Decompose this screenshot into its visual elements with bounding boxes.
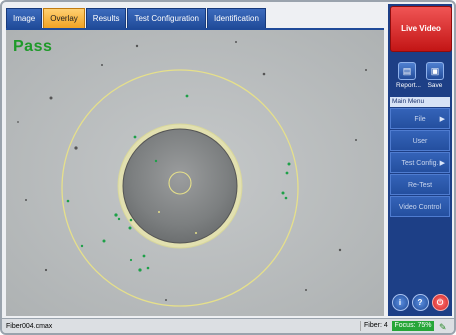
tab-image[interactable]: Image [6,8,43,29]
core-region [122,128,238,244]
fiber-overlay-image [6,30,384,316]
settings-icon[interactable]: ✎ [439,322,447,332]
outer-zone-ring [61,69,299,307]
chevron-right-icon: ▶ [439,116,445,123]
menu-item-user-preferences[interactable]: User Preferences... [390,130,450,166]
right-panel: Live Video ▤ Report... ▣ Save Main Menu … [388,4,452,316]
menu-item-video-control[interactable]: Video Control [390,196,450,217]
core-ring [168,171,192,195]
tab-test-configuration[interactable]: Test Configuration [127,8,206,29]
save-label: Save [427,82,443,89]
report-icon: ▤ [398,62,416,80]
fiber-image-view[interactable]: Pass [6,30,384,316]
info-icon[interactable]: i [391,294,409,311]
report-label: Report... [396,82,421,89]
menu-item-label: File [414,116,426,123]
chevron-right-icon: ▶ [439,160,445,167]
tab-bar: Image Overlay Results Test Configuration… [6,8,266,29]
status-focus: Focus: 75% [392,321,434,331]
bottom-icon-bar: i ? ⏻ [390,294,450,311]
tab-results[interactable]: Results [85,8,127,29]
help-icon[interactable]: ? [411,294,429,311]
menu-item-label: Test Config. [401,160,439,167]
tab-identification[interactable]: Identification [206,8,266,29]
save-button[interactable]: ▣ Save [424,62,446,89]
main-menu: File ▶ User Preferences... Test Config. … [390,108,450,218]
tab-overlay[interactable]: Overlay [43,8,85,29]
menu-item-re-test[interactable]: Re-Test [390,174,450,195]
status-file-name: Fiber004.cmax [6,323,53,330]
defect-markers [66,94,291,272]
report-button[interactable]: ▤ Report... [396,62,421,89]
tab-underline [6,28,384,30]
background-specks [17,41,367,301]
save-icon: ▣ [426,62,444,80]
menu-item-label: Re-Test [407,182,433,189]
test-result-pass: Pass [13,38,53,55]
power-icon[interactable]: ⏻ [431,294,449,311]
main-menu-header: Main Menu [390,97,450,107]
menu-item-file[interactable]: File ▶ [390,108,450,129]
live-video-button[interactable]: Live Video [390,6,452,52]
menu-item-label: Video Control [398,204,442,211]
menu-item-test-config[interactable]: Test Config. ▶ [390,152,450,173]
status-bar: Fiber004.cmax Fiber: 4 Focus: 75% ✎ [2,318,454,333]
status-fiber-number: Fiber: 4 [360,321,391,331]
